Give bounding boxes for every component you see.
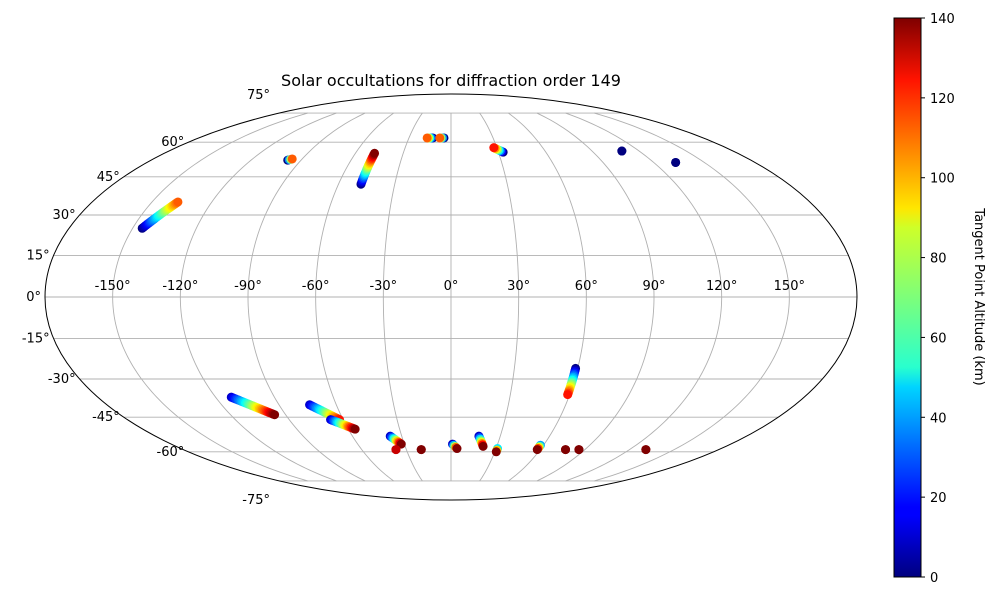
occultation-point [416, 445, 426, 455]
longitude-tick-label: -30° [369, 279, 397, 294]
longitude-gridline [247, 112, 366, 482]
latitude-tick-label: 45° [97, 170, 120, 185]
colorbar-tick-label: 20 [930, 491, 947, 506]
latitude-tick-label: -60° [157, 445, 185, 460]
colorbar-tick-label: 60 [930, 331, 947, 346]
longitude-gridline [508, 112, 587, 482]
latitude-tick-label: -30° [48, 372, 76, 387]
occultation-point [491, 447, 501, 457]
latitude-tick-labels: -75° -60° -45° -30° -15° 0° 15° 30° 45° 60° 75° [22, 88, 270, 508]
occultation-point [270, 410, 280, 420]
occultation-point [561, 445, 571, 455]
chart-title: Solar occultations for diffraction order… [281, 71, 621, 90]
colorbar-tick-label: 120 [930, 92, 955, 107]
colorbar-ticks: 0 20 40 60 80 100 120 140 [921, 12, 955, 586]
longitude-tick-label: 90° [642, 279, 665, 294]
colorbar: 0 20 40 60 80 100 120 140 Tangent Point Altitud… [893, 12, 986, 586]
longitude-gridline [594, 112, 790, 482]
latitude-tick-label: 75° [247, 88, 270, 103]
latitude-tick-label: -75° [242, 493, 270, 508]
occultation-point [532, 445, 542, 455]
colorbar-gradient [893, 17, 922, 578]
occultation-point [641, 445, 651, 455]
occultation-point [370, 148, 380, 158]
longitude-tick-label: 150° [774, 279, 805, 294]
longitude-gridline [479, 112, 520, 482]
latitude-tick-label: 60° [161, 135, 184, 150]
occultation-point [478, 441, 488, 451]
graticule [44, 93, 858, 501]
longitude-gridline [565, 112, 723, 482]
longitude-tick-label: 30° [507, 279, 530, 294]
latitude-tick-label: -15° [22, 332, 50, 347]
map-boundary [44, 93, 858, 501]
longitude-gridline [382, 112, 423, 482]
occultation-point [617, 146, 627, 156]
longitude-tick-label: -90° [234, 279, 262, 294]
longitude-tick-label: 120° [706, 279, 737, 294]
longitude-gridline [112, 112, 308, 482]
occultation-point [563, 390, 573, 400]
occultation-point [391, 445, 401, 455]
longitude-gridline [536, 112, 655, 482]
occultation-point [489, 143, 499, 153]
occultation-point [452, 444, 462, 454]
longitude-tick-label: -150° [95, 279, 131, 294]
occultation-point [422, 133, 432, 143]
occultation-point [350, 424, 360, 434]
colorbar-tick-label: 100 [930, 172, 955, 187]
longitude-tick-label: -120° [162, 279, 198, 294]
longitude-tick-label: 0° [444, 279, 459, 294]
colorbar-tick-label: 140 [930, 12, 955, 27]
longitude-tick-labels: -150° -120° -90° -60° -30° 0° 30° 60° 90° 120° 150… [95, 279, 805, 294]
data-points [137, 133, 681, 457]
occultation-point [435, 133, 445, 143]
longitude-gridline [179, 112, 337, 482]
colorbar-tick-label: 0 [930, 571, 938, 586]
longitude-tick-label: -60° [302, 279, 330, 294]
longitude-tick-label: 60° [575, 279, 598, 294]
latitude-tick-label: -45° [92, 410, 120, 425]
occultation-point [173, 197, 183, 207]
occultation-point [671, 157, 681, 167]
latitude-tick-label: 0° [26, 290, 41, 305]
colorbar-label: Tangent Point Altitude (km) [971, 207, 986, 385]
occultation-point [287, 154, 297, 164]
latitude-tick-label: 15° [27, 248, 50, 263]
occultation-point [574, 445, 584, 455]
colorbar-tick-label: 40 [930, 411, 947, 426]
latitude-tick-label: 30° [53, 208, 76, 223]
colorbar-tick-label: 80 [930, 252, 947, 267]
